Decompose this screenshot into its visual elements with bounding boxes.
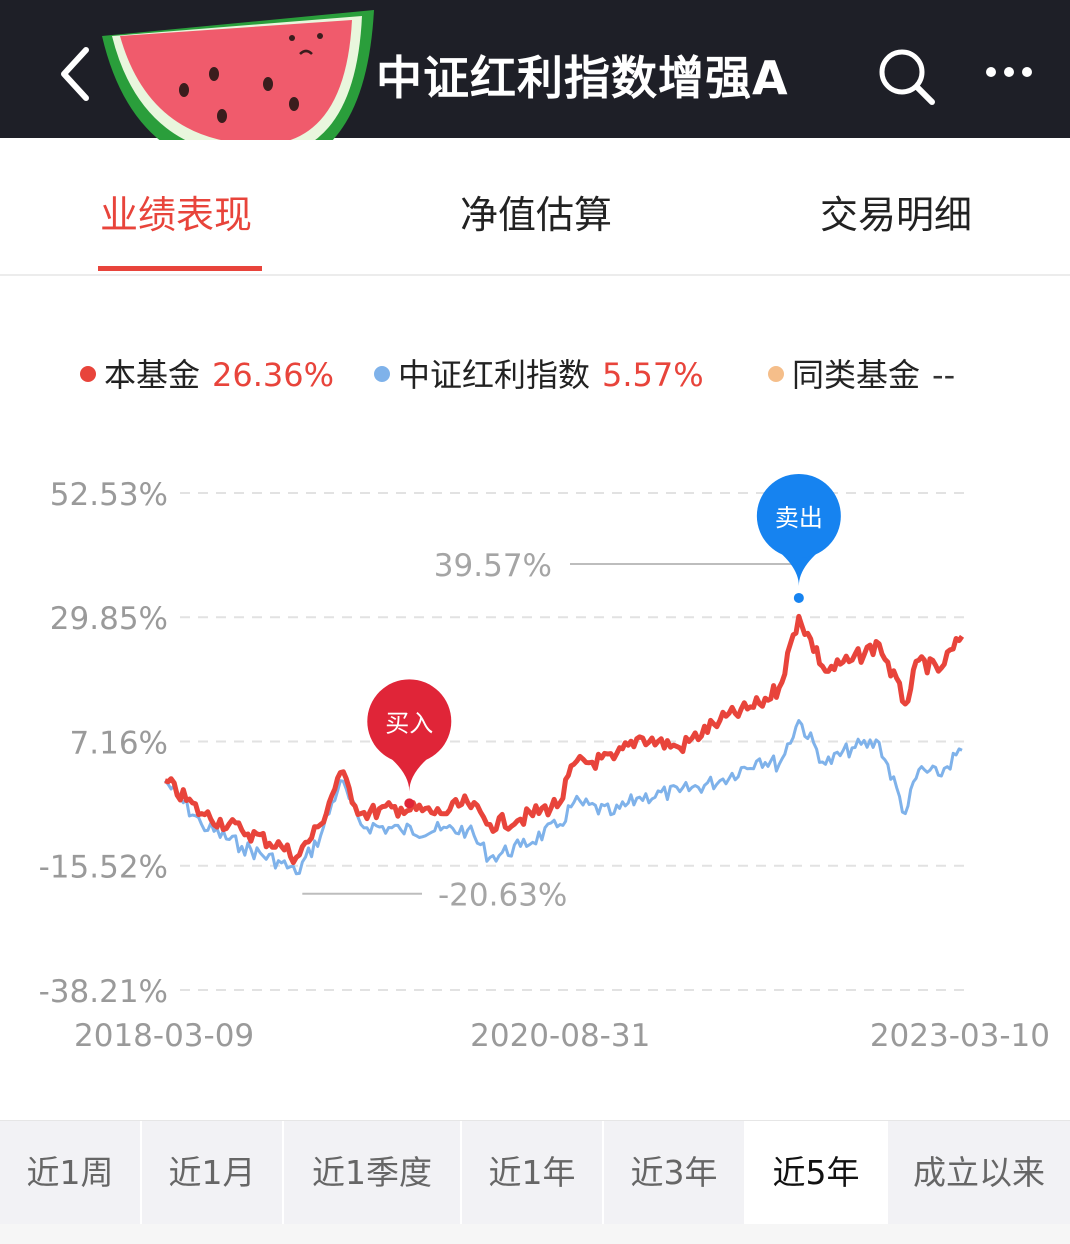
marker-point: [793, 592, 804, 603]
period-1y[interactable]: 近1年: [462, 1121, 604, 1225]
legend-item-index: 中证红利指数 5.57%: [374, 350, 704, 396]
period-1m[interactable]: 近1月: [142, 1121, 284, 1225]
bottom-strip: [0, 1224, 1070, 1244]
legend-item-fund: 本基金 26.36%: [80, 350, 334, 396]
marker-pin-head: [367, 679, 452, 764]
y-tick-label: 7.16%: [70, 726, 168, 762]
tab-bar: 业绩表现 净值估算 交易明细: [0, 140, 1070, 276]
marker-point: [404, 798, 415, 809]
y-tick-label: 52.53%: [50, 477, 168, 513]
tab-transactions[interactable]: 交易明细: [820, 193, 973, 237]
chart-legend: 本基金 26.36% 中证红利指数 5.57% 同类基金 --: [80, 350, 1040, 400]
tab-performance[interactable]: 业绩表现: [100, 193, 253, 237]
period-1q[interactable]: 近1季度: [284, 1121, 462, 1225]
annotation-label-min: -20.63%: [438, 878, 567, 914]
search-icon[interactable]: [874, 44, 938, 108]
back-icon[interactable]: [52, 42, 102, 106]
watermelon-sticker: [102, 10, 374, 171]
x-tick-label: 2018-03-09: [74, 1018, 254, 1054]
period-5y[interactable]: 近5年: [746, 1121, 888, 1225]
more-icon[interactable]: [984, 64, 1034, 80]
series-line-index: [163, 719, 963, 876]
fund-title: 中证红利指数增强A: [376, 51, 789, 105]
legend-dot-fund: [80, 366, 96, 382]
active-tab-indicator: [98, 266, 262, 271]
y-tick-label: -38.21%: [39, 974, 168, 1010]
period-1w[interactable]: 近1周: [0, 1121, 142, 1225]
series-line-fund: [164, 613, 965, 866]
y-tick-label: 29.85%: [50, 601, 168, 637]
performance-chart[interactable]: 52.53% 29.85% 7.16% -15.52% -38.21% 2018-03-0…: [0, 420, 1070, 1060]
period-selector: 近1周 近1月 近1季度 近1年 近3年 近5年 成立以来: [0, 1120, 1070, 1225]
x-tick-label: 2020-08-31: [470, 1018, 650, 1054]
buy-marker-label: 买入: [385, 709, 433, 737]
legend-dot-index: [374, 366, 390, 382]
annotation-label-max: 39.57%: [434, 548, 552, 584]
period-since-inception[interactable]: 成立以来: [913, 1153, 1045, 1192]
period-3y[interactable]: 近3年: [604, 1121, 746, 1225]
sell-marker-label: 卖出: [775, 504, 823, 532]
y-tick-label: -15.52%: [39, 850, 168, 886]
legend-dot-peers: [768, 366, 784, 382]
marker-pin-head: [756, 473, 841, 558]
legend-item-peers: 同类基金 --: [768, 350, 955, 396]
tab-nav-estimate[interactable]: 净值估算: [460, 193, 613, 237]
x-tick-label: 2023-03-10: [870, 1018, 1050, 1054]
